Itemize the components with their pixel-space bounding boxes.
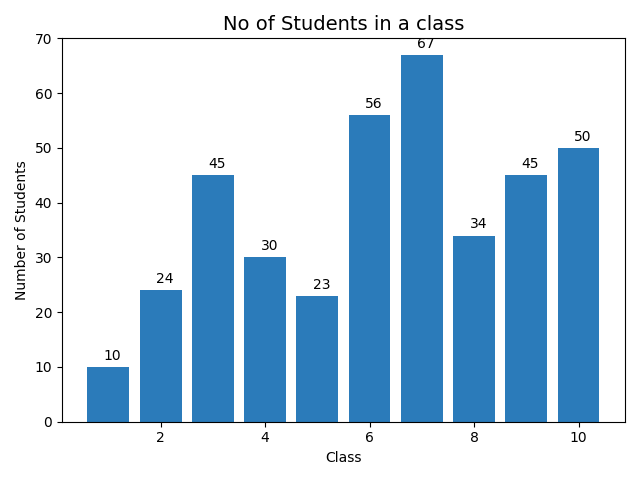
Text: 67: 67 xyxy=(417,36,435,50)
Bar xyxy=(244,257,286,422)
Text: 30: 30 xyxy=(260,239,278,253)
Text: 45: 45 xyxy=(522,157,539,171)
Bar xyxy=(296,296,338,422)
Bar xyxy=(140,290,182,422)
Text: 34: 34 xyxy=(470,217,487,231)
Text: 10: 10 xyxy=(104,349,122,363)
X-axis label: Class: Class xyxy=(325,451,362,465)
Y-axis label: Number of Students: Number of Students xyxy=(15,160,29,300)
Text: 23: 23 xyxy=(313,277,330,291)
Bar xyxy=(453,236,495,422)
Bar xyxy=(557,148,600,422)
Title: No of Students in a class: No of Students in a class xyxy=(223,15,464,34)
Bar xyxy=(88,367,129,422)
Text: 50: 50 xyxy=(574,130,591,144)
Bar xyxy=(506,175,547,422)
Bar xyxy=(349,115,390,422)
Bar xyxy=(401,55,443,422)
Text: 56: 56 xyxy=(365,97,383,111)
Text: 45: 45 xyxy=(208,157,226,171)
Text: 24: 24 xyxy=(156,272,173,286)
Bar xyxy=(192,175,234,422)
